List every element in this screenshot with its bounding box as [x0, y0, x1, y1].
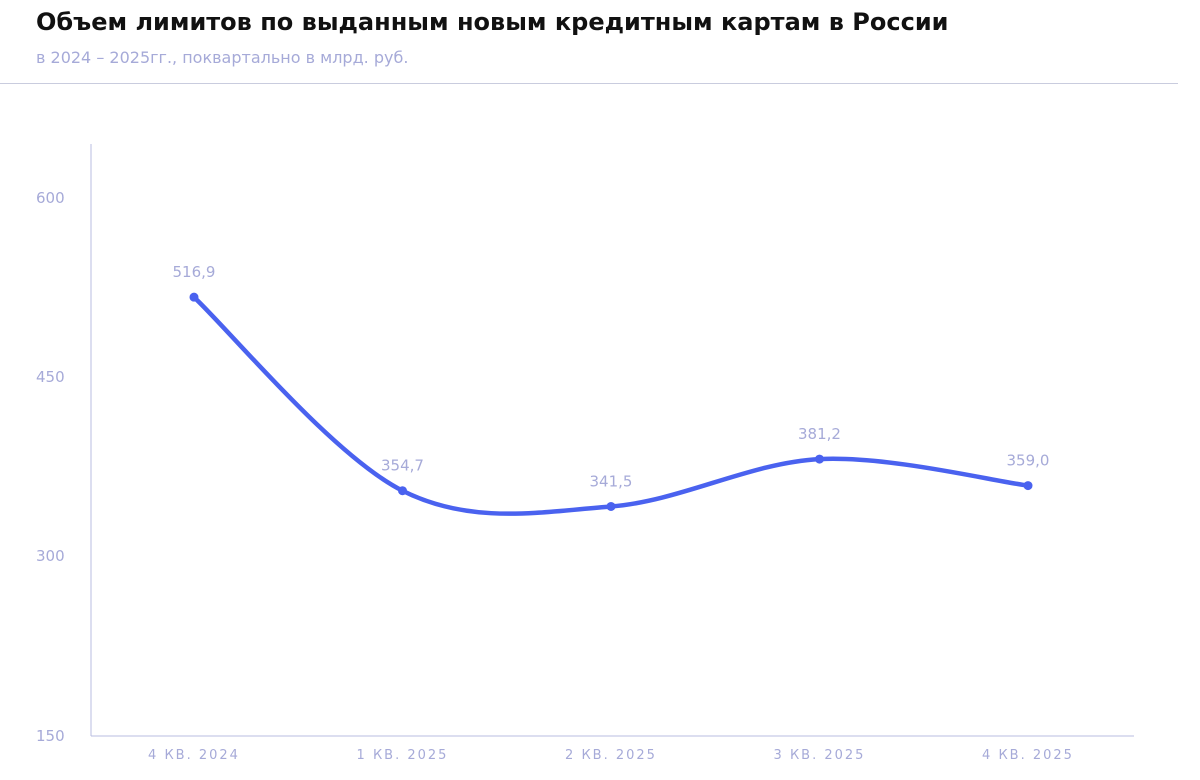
y-tick-label: 300: [36, 547, 65, 565]
x-tick-label: 4 КВ. 2025: [982, 748, 1074, 763]
data-label: 359,0: [1007, 452, 1050, 470]
data-points: [189, 292, 1033, 511]
data-point: [606, 501, 616, 511]
data-point: [398, 486, 407, 496]
chart-subtitle: в 2024 – 2025гг., поквартально в млрд. р…: [36, 48, 409, 67]
series-line: [191, 294, 1031, 516]
data-labels: 516,9 354,7 341,5 381,2 359,0: [173, 263, 1050, 490]
x-axis-ticks: 4 КВ. 2024 1 КВ. 2025 2 КВ. 2025 3 КВ. 2025…: [148, 748, 1074, 763]
data-point: [815, 454, 824, 464]
data-label: 516,9: [173, 263, 216, 281]
data-point: [1023, 481, 1033, 491]
y-axis-ticks: 150 300 450 600: [36, 189, 65, 745]
x-tick-label: 4 КВ. 2024: [148, 748, 240, 763]
header-divider: [0, 83, 1178, 84]
y-tick-label: 600: [36, 189, 65, 207]
x-tick-label: 1 КВ. 2025: [357, 748, 449, 763]
x-tick-label: 2 КВ. 2025: [565, 748, 657, 763]
data-label: 341,5: [590, 472, 633, 490]
chart-title: Объем лимитов по выданным новым кредитны…: [36, 8, 949, 36]
y-tick-label: 450: [36, 368, 65, 386]
data-label: 381,2: [798, 425, 841, 443]
x-tick-label: 3 КВ. 2025: [774, 748, 866, 763]
data-point: [189, 292, 199, 302]
y-tick-label: 150: [36, 727, 65, 745]
data-label: 354,7: [381, 457, 424, 475]
chart-axes: [90, 144, 1134, 737]
chart-header: Объем лимитов по выданным новым кредитны…: [36, 4, 1176, 68]
